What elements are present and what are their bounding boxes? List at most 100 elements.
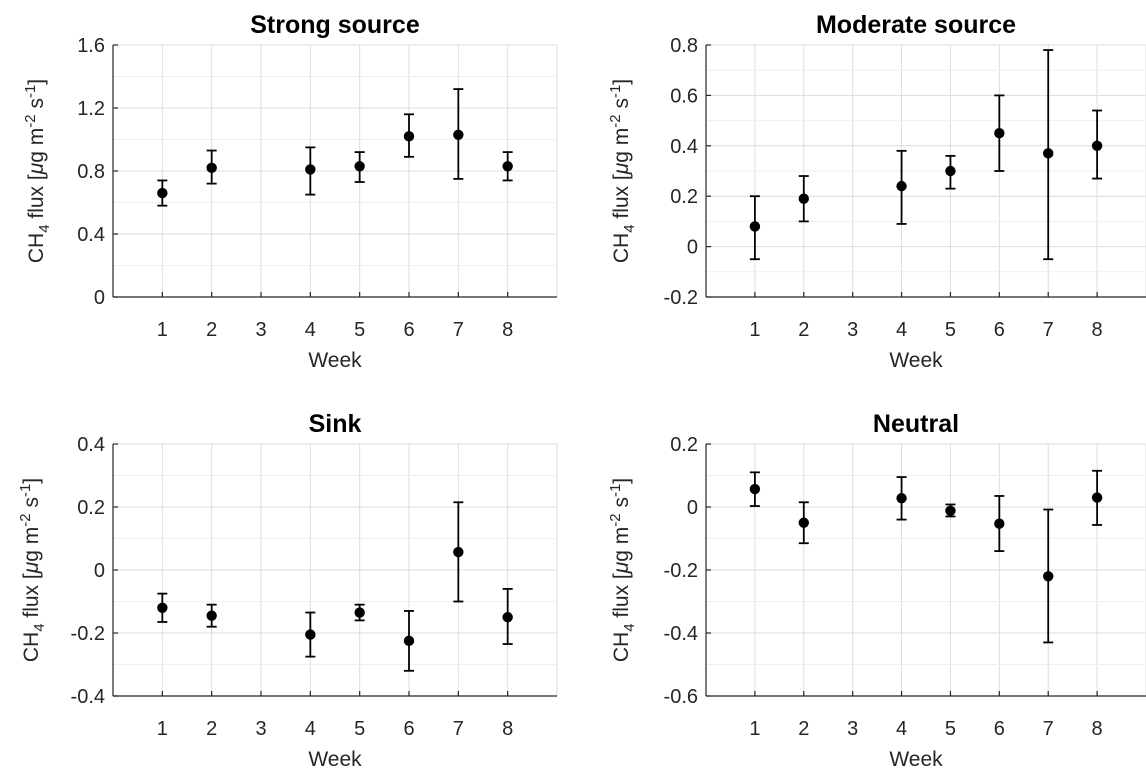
y-label-part: flux [ xyxy=(25,174,48,224)
y-tick-label: 0.4 xyxy=(77,224,105,246)
x-tick-label: 8 xyxy=(1092,718,1103,740)
y-label-part: -1 xyxy=(17,484,34,497)
data-point xyxy=(896,492,907,504)
y-tick-label: 1.2 xyxy=(77,98,105,120)
y-tick-label: 0 xyxy=(94,287,105,309)
y-axis-label: CH4 flux [μg m-2 s-1] xyxy=(22,79,53,263)
y-label-part: CH xyxy=(20,632,43,662)
y-tick-label: 0.8 xyxy=(77,161,105,183)
x-tick-label: 6 xyxy=(403,319,414,341)
y-label-part: g m xyxy=(25,128,48,163)
y-tick-label: 0.6 xyxy=(670,85,698,107)
x-tick-label: 7 xyxy=(1043,319,1054,341)
y-label-part: s xyxy=(20,497,43,513)
x-tick-label: 1 xyxy=(157,718,168,740)
panel-title: Strong source xyxy=(250,11,420,39)
data-point xyxy=(994,518,1005,529)
data-point xyxy=(453,129,464,140)
x-tick-label: 4 xyxy=(305,718,316,740)
data-point xyxy=(157,187,168,199)
y-label-part: flux [ xyxy=(610,174,633,224)
y-tick-label: 0.4 xyxy=(670,136,698,158)
x-tick-label: 5 xyxy=(945,718,956,740)
y-label-part: CH xyxy=(25,233,48,263)
y-label-part: ] xyxy=(610,79,633,85)
x-axis-label: Week xyxy=(889,349,943,372)
x-tick-label: 2 xyxy=(798,319,809,341)
y-tick-label: 0.2 xyxy=(670,434,698,456)
x-axis-label: Week xyxy=(308,349,362,372)
x-tick-label: 3 xyxy=(847,718,858,740)
y-label-part: -2 xyxy=(607,114,624,127)
data-point xyxy=(1091,140,1103,151)
y-label-part: s xyxy=(610,497,633,513)
y-label-part: g m xyxy=(610,128,633,163)
data-point xyxy=(945,165,956,177)
x-tick-label: 2 xyxy=(798,718,809,740)
x-tick-label: 8 xyxy=(1092,319,1103,341)
x-tick-label: 7 xyxy=(453,718,464,740)
panel-1: -0.2 0 0.2 0.4 0.6 0.8 1 2 3 4 5 6 7 8 Moderate source… xyxy=(607,11,1146,372)
y-tick-label: 0.4 xyxy=(77,434,105,456)
y-label-part: -2 xyxy=(22,114,39,127)
data-point xyxy=(1043,148,1054,159)
y-axis-label: CH4 flux [μg m-2 s-1] xyxy=(17,478,48,662)
x-tick-label: 7 xyxy=(453,319,464,341)
y-label-part: ] xyxy=(25,79,48,85)
y-tick-label: 1.6 xyxy=(77,35,105,57)
data-point xyxy=(305,629,316,640)
x-tick-label: 7 xyxy=(1043,718,1054,740)
x-tick-label: 1 xyxy=(749,319,760,341)
data-point xyxy=(1091,492,1103,503)
x-tick-label: 6 xyxy=(994,718,1005,740)
y-label-part: flux [ xyxy=(20,573,43,623)
data-point xyxy=(749,483,761,495)
y-tick-label: 0.8 xyxy=(670,35,698,57)
y-label-part: flux [ xyxy=(610,573,633,623)
y-tick-label: -0.4 xyxy=(664,623,698,645)
x-tick-label: 4 xyxy=(305,319,316,341)
data-point xyxy=(453,546,464,558)
x-tick-label: 3 xyxy=(847,319,858,341)
panel-0: 0 0.4 0.8 1.2 1.6 1 2 3 4 5 6 7 8 Strong source Week CH… xyxy=(22,11,558,372)
data-point xyxy=(206,162,217,174)
x-tick-label: 2 xyxy=(206,718,217,740)
y-label-part: ] xyxy=(610,478,633,484)
panel-title: Sink xyxy=(309,410,362,438)
y-label-part: 4 xyxy=(621,224,638,232)
y-label-part: CH xyxy=(610,233,633,263)
y-label-part: ] xyxy=(20,478,43,484)
y-label-part: 4 xyxy=(621,623,638,631)
y-tick-label: -0.4 xyxy=(71,686,105,708)
data-point xyxy=(502,161,513,172)
data-point xyxy=(749,221,761,232)
y-label-part: 4 xyxy=(36,224,53,232)
y-label-part: μ xyxy=(610,561,633,574)
panel-title: Neutral xyxy=(873,410,959,438)
data-point xyxy=(1043,571,1054,582)
y-label-part: μ xyxy=(610,162,633,175)
data-point xyxy=(502,612,513,623)
data-point xyxy=(945,505,956,516)
x-tick-label: 5 xyxy=(354,718,365,740)
y-tick-label: 0 xyxy=(687,237,698,259)
data-point xyxy=(354,161,365,172)
x-tick-label: 8 xyxy=(502,718,513,740)
y-label-part: μ xyxy=(20,561,43,574)
y-label-part: -2 xyxy=(607,513,624,526)
x-tick-label: 5 xyxy=(945,319,956,341)
y-label-part: g m xyxy=(610,527,633,562)
data-point xyxy=(157,602,168,613)
x-axis-label: Week xyxy=(889,748,943,771)
panel-title: Moderate source xyxy=(816,11,1016,39)
y-tick-label: -0.2 xyxy=(664,287,698,309)
x-tick-label: 6 xyxy=(403,718,414,740)
x-tick-label: 1 xyxy=(749,718,760,740)
data-point xyxy=(896,180,907,192)
y-tick-label: -0.2 xyxy=(71,623,105,645)
data-point xyxy=(305,164,316,175)
x-tick-label: 3 xyxy=(255,319,266,341)
x-tick-label: 4 xyxy=(896,718,907,740)
